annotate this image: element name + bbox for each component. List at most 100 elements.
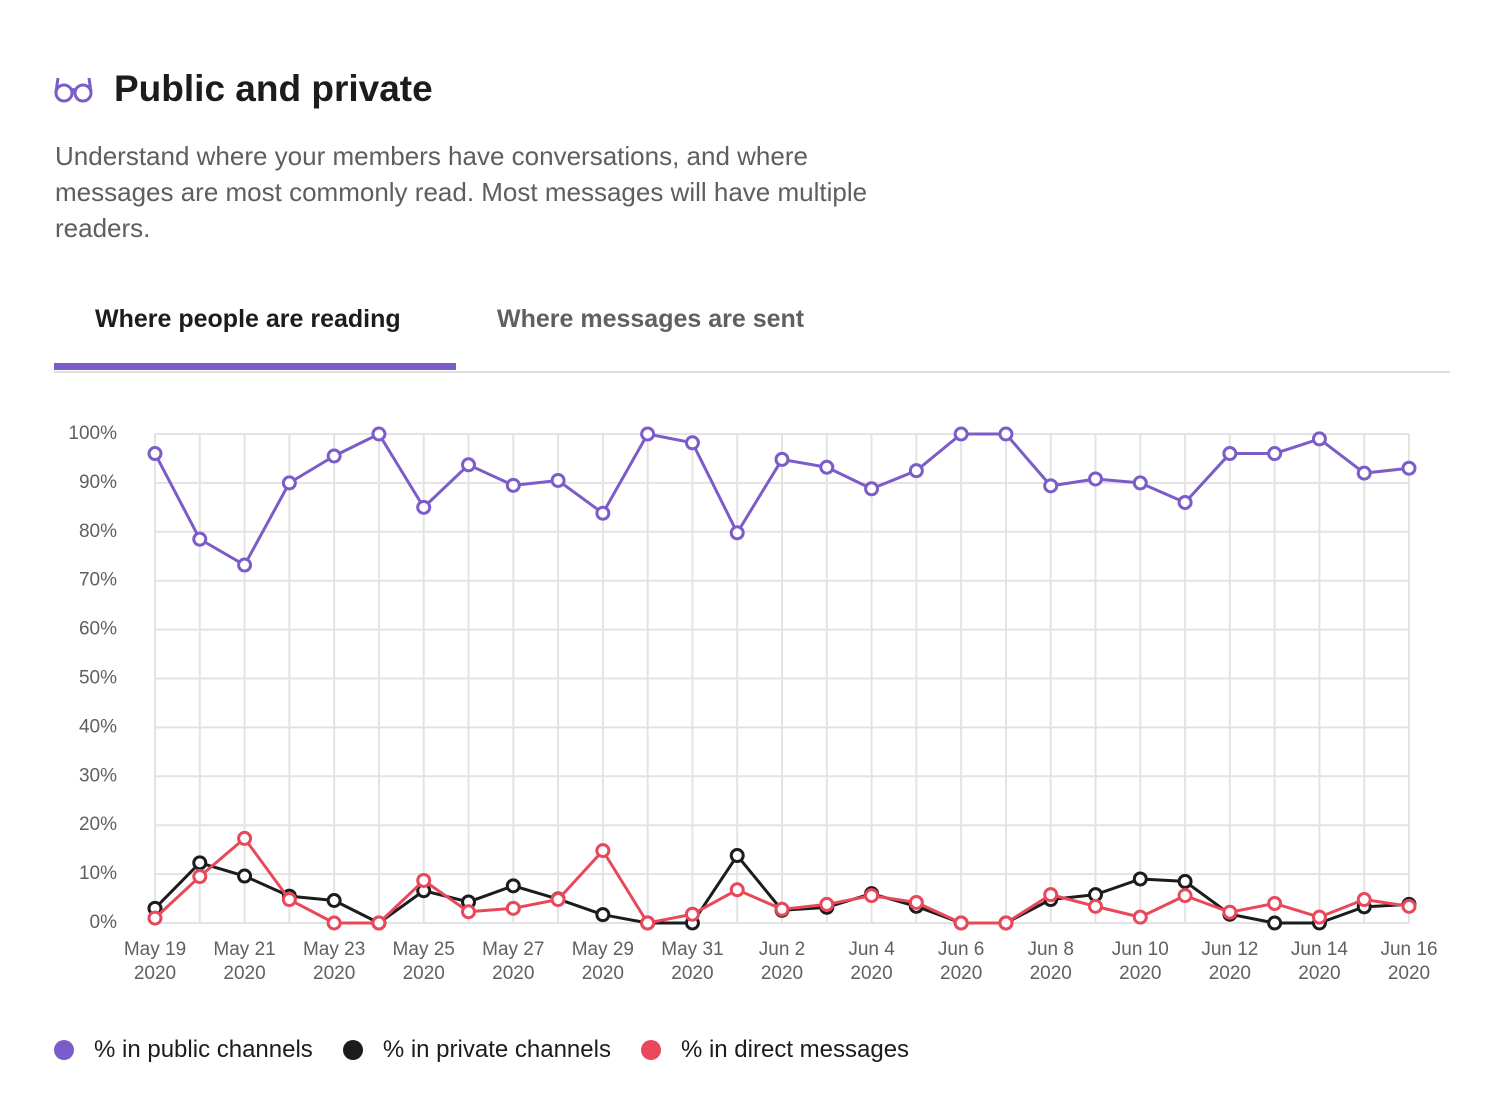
data-point	[1088, 471, 1103, 487]
data-point	[1311, 431, 1327, 447]
y-tick-label: 50%	[79, 668, 117, 689]
legend-swatch	[342, 1040, 363, 1060]
legend-label: % in private channels	[382, 1036, 611, 1063]
data-point	[505, 477, 521, 493]
data-point	[505, 900, 521, 916]
x-tick-label: May 27 2020	[482, 939, 545, 984]
y-tick-label: 20%	[79, 814, 117, 835]
data-point	[953, 426, 969, 442]
data-point	[1356, 892, 1372, 908]
y-tick-label: 60%	[79, 619, 117, 640]
data-point	[237, 830, 253, 846]
y-tick-label: 0%	[90, 912, 118, 933]
y-tick-label: 40%	[79, 716, 117, 737]
data-point	[237, 868, 253, 884]
y-tick-label: 70%	[79, 570, 117, 591]
grid	[154, 433, 1410, 924]
legend-label: % in direct messages	[680, 1036, 910, 1063]
x-tick-label: May 19 2020	[123, 939, 187, 984]
data-point	[864, 888, 880, 904]
data-point	[371, 915, 387, 931]
data-point	[819, 459, 835, 475]
y-tick-label: 80%	[79, 521, 117, 542]
data-point	[1177, 494, 1193, 510]
data-point	[416, 499, 432, 515]
data-point	[908, 463, 924, 479]
data-point	[1132, 475, 1148, 491]
data-point	[684, 906, 700, 922]
data-point	[998, 915, 1014, 931]
data-point	[1132, 871, 1148, 887]
x-tick-label: May 31 2020	[661, 939, 724, 984]
data-point	[1356, 465, 1372, 481]
data-point	[281, 892, 297, 908]
data-point	[1088, 898, 1103, 914]
legend-item: % in direct messages	[640, 1036, 910, 1064]
data-point	[1222, 904, 1238, 920]
x-tick-label: Jun 12 2020	[1201, 939, 1259, 984]
data-point	[281, 475, 297, 491]
data-point	[684, 435, 700, 451]
title: Public and private	[114, 68, 433, 109]
x-tick-label: May 21 2020	[213, 939, 276, 984]
data-point	[550, 892, 566, 908]
data-point	[1267, 446, 1283, 462]
data-point	[1267, 895, 1283, 911]
data-point	[371, 426, 387, 442]
data-point	[1401, 460, 1417, 476]
legend-swatch	[640, 1040, 661, 1060]
data-point	[326, 915, 342, 931]
active-tab-indicator	[54, 363, 456, 370]
data-point	[326, 448, 342, 464]
x-tick-label: Jun 16 2020	[1380, 939, 1438, 984]
x-tick-label: Jun 6 2020	[937, 939, 985, 984]
x-tick-label: Jun 2 2020	[758, 939, 806, 984]
data-point	[595, 907, 611, 923]
tab[interactable]: Where people are reading	[95, 305, 401, 333]
data-point	[192, 531, 208, 547]
data-point	[1222, 446, 1238, 462]
x-tick-label: May 25 2020	[392, 939, 455, 984]
data-point	[774, 901, 790, 917]
data-point	[1311, 909, 1327, 925]
x-tick-label: Jun 8 2020	[1027, 939, 1074, 984]
data-point	[550, 472, 566, 488]
data-point	[864, 481, 880, 497]
glasses-icon	[54, 77, 93, 103]
data-point	[416, 872, 432, 888]
data-point	[326, 893, 342, 909]
data-point	[1043, 887, 1059, 903]
data-point	[1043, 478, 1059, 494]
data-point	[461, 457, 476, 473]
data-point	[192, 869, 208, 885]
y-tick-label: 10%	[79, 863, 117, 884]
data-point	[774, 451, 790, 467]
x-tick-label: May 23 2020	[302, 939, 366, 984]
y-tick-label: 90%	[79, 472, 117, 493]
y-tick-label: 30%	[79, 765, 117, 786]
legend: % in public channels % in private channel…	[54, 1036, 909, 1064]
data-point	[953, 915, 969, 931]
data-point	[640, 426, 656, 442]
y-tick-label: 100%	[68, 423, 117, 444]
data-point	[908, 894, 924, 910]
tab[interactable]: Where messages are sent	[497, 305, 805, 333]
x-tick-label: May 29 2020	[571, 939, 634, 984]
data-point	[595, 505, 611, 521]
x-tick-label: Jun 4 2020	[848, 939, 895, 984]
data-point	[595, 843, 611, 859]
legend-label: % in public channels	[94, 1036, 313, 1063]
legend-swatch	[54, 1040, 74, 1060]
data-point	[998, 426, 1014, 442]
data-point	[1267, 915, 1283, 931]
data-point	[505, 878, 521, 894]
data-point	[1177, 888, 1193, 904]
data-point	[147, 910, 163, 926]
data-point	[192, 855, 208, 871]
x-tick-label: Jun 14 2020	[1290, 939, 1348, 984]
description: Understand where your members have conve…	[55, 141, 868, 243]
data-point	[729, 525, 745, 541]
x-tick-label: Jun 10 2020	[1111, 939, 1169, 984]
